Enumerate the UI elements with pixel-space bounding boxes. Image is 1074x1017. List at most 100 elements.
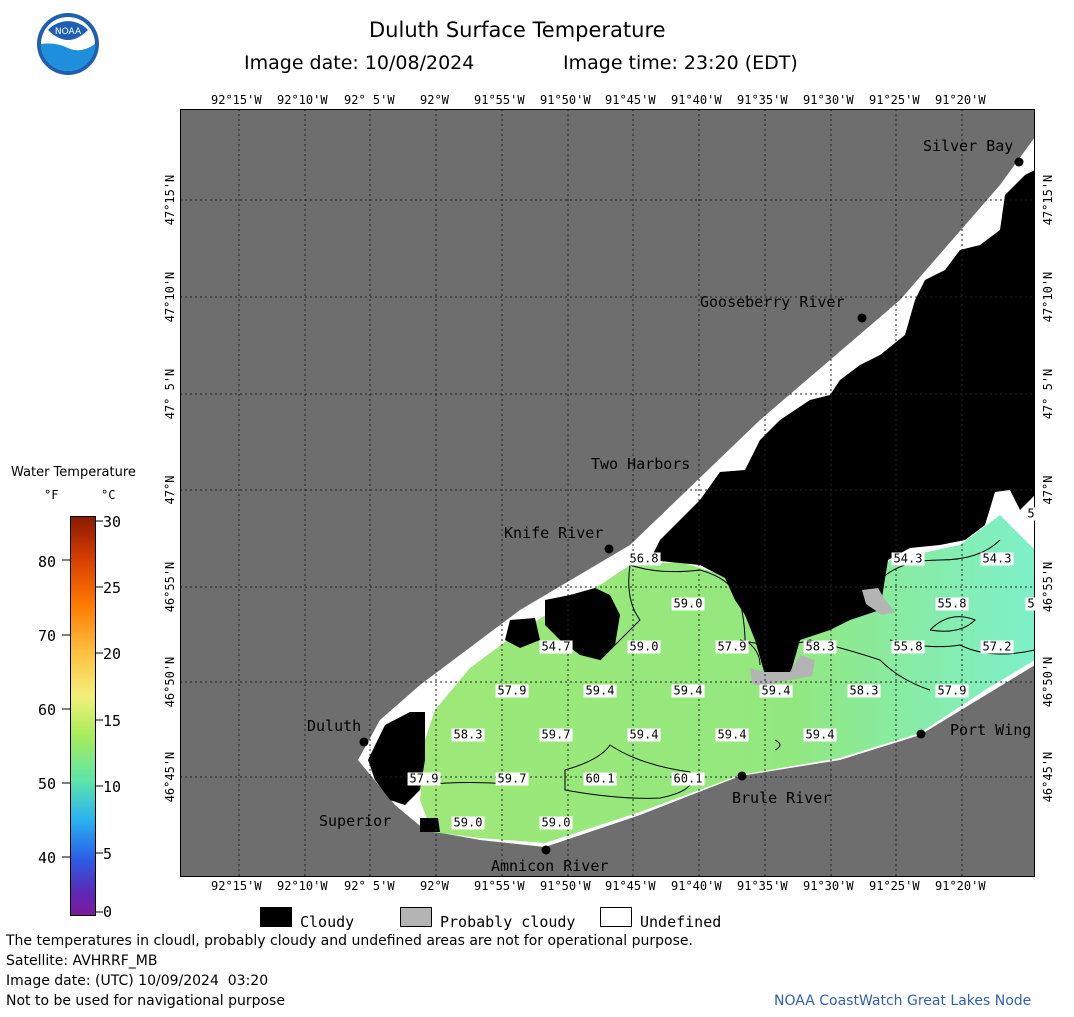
lat-label: 46°45'N	[1041, 751, 1055, 803]
grid-lines	[180, 109, 1035, 877]
temp-label: 57.9	[495, 683, 529, 698]
temp-label: 57.9	[935, 683, 969, 698]
legend-swatch-probably-cloudy	[400, 907, 432, 927]
lon-label: 91°40'W	[671, 93, 722, 107]
place-knife-river: Knife River	[504, 524, 604, 542]
temp-label: 59.7	[539, 727, 573, 742]
temp-label: 54.3	[891, 551, 925, 566]
lat-label: 46°55'N	[163, 561, 177, 613]
lon-label: 91°50'W	[540, 93, 591, 107]
lat-label: 47°15'N	[1041, 174, 1055, 226]
c-tick: 20	[103, 645, 122, 663]
probably-cloudy-area	[750, 655, 815, 686]
lon-label: 91°30'W	[803, 879, 854, 893]
temp-label: 55.8	[935, 596, 969, 611]
lon-label: 92°15'W	[211, 879, 262, 893]
cloud-area-superior	[420, 818, 440, 832]
temp-label: 59.0	[539, 815, 573, 830]
place-amnicon-river: Amnicon River	[491, 857, 609, 875]
place-markers	[359, 157, 1024, 855]
temp-label: 57.9	[407, 771, 441, 786]
lat-label: 47°N	[163, 475, 177, 505]
lat-label: 46°55'N	[1041, 561, 1055, 613]
temp-label: 59.4	[671, 683, 705, 698]
temp-label: 59.4	[715, 727, 749, 742]
f-tick: 70	[38, 627, 57, 645]
lon-label: 91°30'W	[803, 93, 854, 107]
lon-label: 91°45'W	[605, 879, 656, 893]
temp-label: 57.9	[715, 639, 749, 654]
c-tick: 15	[103, 712, 122, 730]
temp-label: 59.0	[451, 815, 485, 830]
c-tick: 10	[103, 778, 122, 796]
legend-label-probably-cloudy: Probably cloudy	[440, 913, 576, 931]
temp-label: 58.3	[451, 727, 485, 742]
temp-label: 60.1	[671, 771, 705, 786]
lon-label: 91°25'W	[869, 879, 920, 893]
lat-label: 46°50'N	[1041, 656, 1055, 708]
f-tick: 50	[38, 775, 57, 793]
lon-label: 92°10'W	[277, 93, 328, 107]
place-brule-river: Brule River	[732, 789, 832, 807]
lat-label: 47°15'N	[163, 174, 177, 226]
lon-label: 91°20'W	[935, 93, 986, 107]
credit-link[interactable]: NOAA CoastWatch Great Lakes Node	[774, 993, 1032, 1009]
f-tick: 60	[38, 701, 57, 719]
lon-label: 91°35'W	[737, 879, 788, 893]
lat-label: 47°N	[1041, 475, 1055, 505]
lat-label: 47°10'N	[163, 271, 177, 323]
lon-label: 91°20'W	[935, 879, 986, 893]
map-frame	[180, 109, 1035, 877]
lat-label: 46°50'N	[163, 656, 177, 708]
temp-label: 5	[1025, 596, 1037, 611]
lon-label: 91°35'W	[737, 93, 788, 107]
lon-label: 91°50'W	[540, 879, 591, 893]
temp-label: 58.3	[803, 639, 837, 654]
color-bar-ticks	[62, 520, 103, 913]
cloud-area-west	[505, 618, 540, 648]
svg-text:NOAA: NOAA	[55, 27, 82, 37]
image-time: Image time: 23:20 (EDT)	[563, 52, 798, 74]
temp-label: 59.4	[803, 727, 837, 742]
place-superior: Superior	[319, 812, 392, 830]
c-tick: 30	[103, 513, 122, 531]
lon-label: 91°55'W	[474, 93, 525, 107]
lon-label: 92°10'W	[277, 879, 328, 893]
legend-label-undefined: Undefined	[640, 913, 722, 931]
footer-satellite: Satellite: AVHRRF_MB	[6, 953, 158, 969]
place-two-harbors: Two Harbors	[591, 455, 691, 473]
legend-unit-f: °F	[44, 488, 59, 502]
f-tick: 80	[38, 553, 57, 571]
lon-label: 92°15'W	[211, 93, 262, 107]
noaa-logo: NOAA	[36, 12, 100, 76]
page-title: Duluth Surface Temperature	[369, 18, 666, 42]
lon-label: 91°45'W	[605, 93, 656, 107]
lon-label: 92°W	[420, 93, 449, 107]
temp-label: 57.2	[980, 639, 1014, 654]
image-date: Image date: 10/08/2024	[244, 52, 475, 74]
footer-disclaimer: The temperatures in cloudl, probably clo…	[6, 933, 693, 949]
place-silver-bay: Silver Bay	[923, 137, 1014, 155]
noaa-logo-icon: NOAA	[37, 13, 99, 75]
lon-label: 92°W	[420, 879, 449, 893]
lat-label: 46°45'N	[163, 751, 177, 803]
lon-label: 91°25'W	[869, 93, 920, 107]
temp-label: 59.4	[759, 683, 793, 698]
place-duluth: Duluth	[307, 717, 362, 735]
color-bar	[70, 516, 96, 916]
place-port-wing: Port Wing	[950, 721, 1032, 739]
temp-label: 60.1	[583, 771, 617, 786]
lon-label: 91°55'W	[474, 879, 525, 893]
temp-label: 54.7	[539, 639, 573, 654]
temp-label: 59.4	[583, 683, 617, 698]
temp-label: 5	[1025, 506, 1037, 521]
legend-swatch-cloudy	[260, 907, 292, 927]
c-tick: 5	[103, 845, 113, 863]
legend-swatch-undefined	[600, 907, 632, 927]
footer-utc-date: Image date: (UTC) 10/09/2024 03:20	[6, 973, 269, 989]
temp-label: 58.3	[847, 683, 881, 698]
legend-title: Water Temperature	[11, 465, 136, 480]
lon-label: 91°40'W	[671, 879, 722, 893]
c-tick: 25	[103, 579, 122, 597]
temp-label: 59.7	[495, 771, 529, 786]
